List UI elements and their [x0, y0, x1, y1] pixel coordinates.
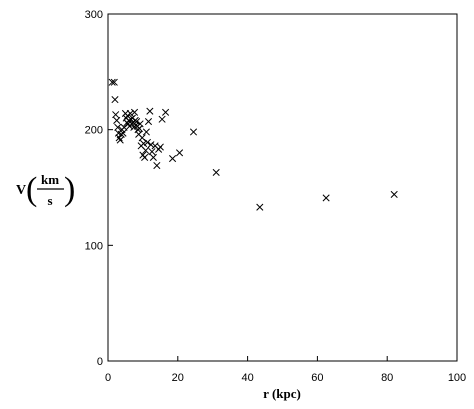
data-point [130, 108, 139, 116]
data-point [162, 108, 170, 116]
y-tick-label: 100 [85, 240, 103, 252]
data-point [142, 128, 150, 136]
data-point [111, 96, 119, 104]
data-point [142, 146, 150, 155]
x-tick-label: 0 [105, 372, 111, 384]
x-tick-label: 60 [311, 372, 323, 384]
data-point [169, 155, 177, 163]
x-tick-label: 80 [381, 372, 393, 384]
data-point [149, 153, 157, 161]
x-tick-label: 40 [241, 372, 253, 384]
data-point [115, 134, 123, 142]
y-axis-label-numerator: km [41, 172, 59, 187]
data-point [114, 123, 122, 131]
data-point [140, 139, 148, 148]
data-point [390, 190, 398, 198]
plot-frame [107, 13, 458, 362]
y-axis-label-symbol: V [16, 183, 26, 198]
data-point [119, 129, 127, 137]
data-point [116, 136, 124, 144]
y-axis-label-denominator: s [47, 193, 52, 208]
y-tick-label: 200 [85, 125, 103, 137]
y-tick-label: 0 [97, 356, 103, 368]
data-point [153, 161, 161, 170]
data-point [189, 128, 198, 136]
data-point [110, 78, 118, 86]
data-point [113, 116, 121, 124]
data-point [143, 138, 151, 146]
y-axis: 0 100 200 300 [85, 9, 113, 368]
data-point [136, 120, 144, 128]
data-point [141, 153, 149, 161]
data-point [147, 141, 155, 149]
x-axis: 0 20 40 60 80 100 [105, 356, 466, 384]
data-point [322, 194, 330, 202]
x-axis-label: r (kpc) [263, 386, 301, 401]
x-tick-label: 100 [448, 372, 466, 384]
data-point [175, 149, 184, 157]
y-tick-label: 300 [85, 9, 103, 21]
data-point [156, 143, 164, 151]
y-axis-label-right-paren: ) [64, 171, 75, 208]
x-tick-label: 20 [172, 372, 184, 384]
data-point [144, 118, 153, 126]
data-point [158, 115, 166, 123]
data-points [108, 78, 398, 211]
data-point [212, 168, 220, 177]
data-point [256, 203, 264, 211]
data-point [108, 78, 116, 86]
data-point [126, 109, 134, 118]
data-point [112, 111, 120, 119]
y-axis-label-left-paren: ( [26, 171, 37, 208]
data-point [120, 123, 128, 131]
y-axis-label: V ( km s ) [16, 171, 75, 208]
data-point [146, 107, 154, 115]
data-point [148, 148, 156, 156]
